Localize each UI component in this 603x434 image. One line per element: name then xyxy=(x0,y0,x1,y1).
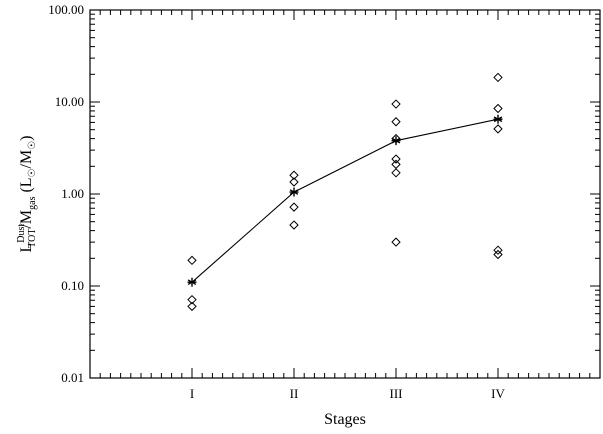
x-tick-label: IV xyxy=(491,386,505,401)
asterisk-point xyxy=(289,187,299,197)
y-tick-label: 10.00 xyxy=(55,94,84,109)
diamond-point xyxy=(391,117,401,127)
y-axis-title: LDustTOT/Mgas (L☉/M☉) xyxy=(16,135,38,252)
diamond-point xyxy=(391,237,401,247)
diamond-point xyxy=(391,168,401,178)
x-tick-label: I xyxy=(190,386,194,401)
diamond-point xyxy=(289,202,299,212)
sun-symbol-icon: ☉ xyxy=(27,141,38,150)
diamond-point xyxy=(493,103,503,114)
x-tick-label: II xyxy=(290,386,299,401)
mean-line xyxy=(191,118,499,283)
asterisk-point xyxy=(187,277,197,287)
plot-frame xyxy=(89,9,601,379)
diamond-point xyxy=(391,99,401,109)
mean-line-layer xyxy=(191,118,499,283)
diamond-point xyxy=(493,72,503,83)
y-title-sub: TOT xyxy=(27,229,38,248)
y-tick-label: 1.00 xyxy=(61,186,84,201)
markers-layer xyxy=(187,72,503,312)
diamond-point xyxy=(187,294,197,305)
x-axis-title: Stages xyxy=(324,411,366,428)
y-title-sub2: gas xyxy=(27,196,38,209)
diamond-point xyxy=(187,301,197,312)
y-title-unit-mid: /M xyxy=(18,150,35,169)
asterisk-point xyxy=(493,114,503,124)
svg-text:LDustTOT/Mgas (L☉/M☉): LDustTOT/Mgas (L☉/M☉) xyxy=(16,135,38,252)
y-tick-label: 100.00 xyxy=(48,2,84,17)
y-tick-label: 0.01 xyxy=(61,370,84,385)
asterisk-point xyxy=(391,136,401,146)
x-tick-label: III xyxy=(390,386,403,401)
y-tick-labels: 0.01 0.10 1.00 10.00 100.00 xyxy=(48,2,84,385)
y-title-slash: /M xyxy=(18,210,35,229)
y-title-unit-close: ) xyxy=(18,135,35,140)
axis-ticks xyxy=(89,9,601,379)
diamond-point xyxy=(493,249,503,260)
sun-symbol-icon: ☉ xyxy=(27,168,38,177)
diamond-point xyxy=(493,245,503,255)
diamond-point xyxy=(187,255,197,266)
y-title-base: L xyxy=(18,243,35,253)
diamond-point xyxy=(391,159,401,170)
diamond-point xyxy=(289,220,299,230)
y-title-unit-open: (L xyxy=(18,177,35,196)
diamond-point xyxy=(391,154,401,164)
diamond-point xyxy=(289,177,299,187)
diamond-point xyxy=(289,170,299,180)
x-tick-labels: I II III IV xyxy=(190,386,506,401)
diamond-point xyxy=(493,124,503,134)
y-title-super: Dust xyxy=(16,224,27,243)
y-tick-label: 0.10 xyxy=(61,278,84,293)
